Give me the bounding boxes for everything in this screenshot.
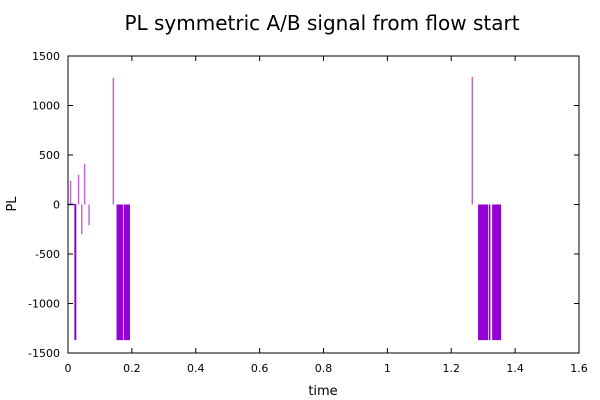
y-tick-label-2: -500 xyxy=(35,248,60,261)
signal-block-0 xyxy=(116,204,123,341)
x-tick-label-1: 0.2 xyxy=(123,362,141,375)
x-tick-label-8: 1.6 xyxy=(570,362,588,375)
x-tick-label-3: 0.6 xyxy=(251,362,269,375)
x-tick-label-5: 1 xyxy=(384,362,391,375)
x-axis-label: time xyxy=(308,384,337,399)
signal-block-4 xyxy=(492,204,502,341)
y-tick-label-6: 1500 xyxy=(32,50,60,63)
signal-block-2 xyxy=(478,204,489,341)
signal-block-3 xyxy=(488,204,491,341)
y-axis-label: PL xyxy=(5,196,20,212)
plot-frame xyxy=(67,55,580,354)
y-tick-label-5: 1000 xyxy=(32,100,60,113)
y-tick-label-0: -1500 xyxy=(28,347,60,360)
x-tick-label-6: 1.2 xyxy=(443,362,461,375)
x-tick-label-4: 0.8 xyxy=(315,362,333,375)
y-tick-label-3: 0 xyxy=(53,199,60,212)
x-tick-label-0: 0 xyxy=(65,362,72,375)
x-tick-label-2: 0.4 xyxy=(187,362,205,375)
x-tick-label-7: 1.4 xyxy=(506,362,524,375)
signal-block-1 xyxy=(123,204,130,341)
y-tick-label-4: 500 xyxy=(39,149,60,162)
chart-title: PL symmetric A/B signal from flow start xyxy=(124,11,519,35)
y-tick-label-1: -1000 xyxy=(28,298,60,311)
axis-ticks: 0 0.2 0.4 0.6 0.8 1 1.2 1.4 1.6 -1500 -1000 -500 0 50… xyxy=(28,50,588,375)
plot-area xyxy=(68,76,502,341)
